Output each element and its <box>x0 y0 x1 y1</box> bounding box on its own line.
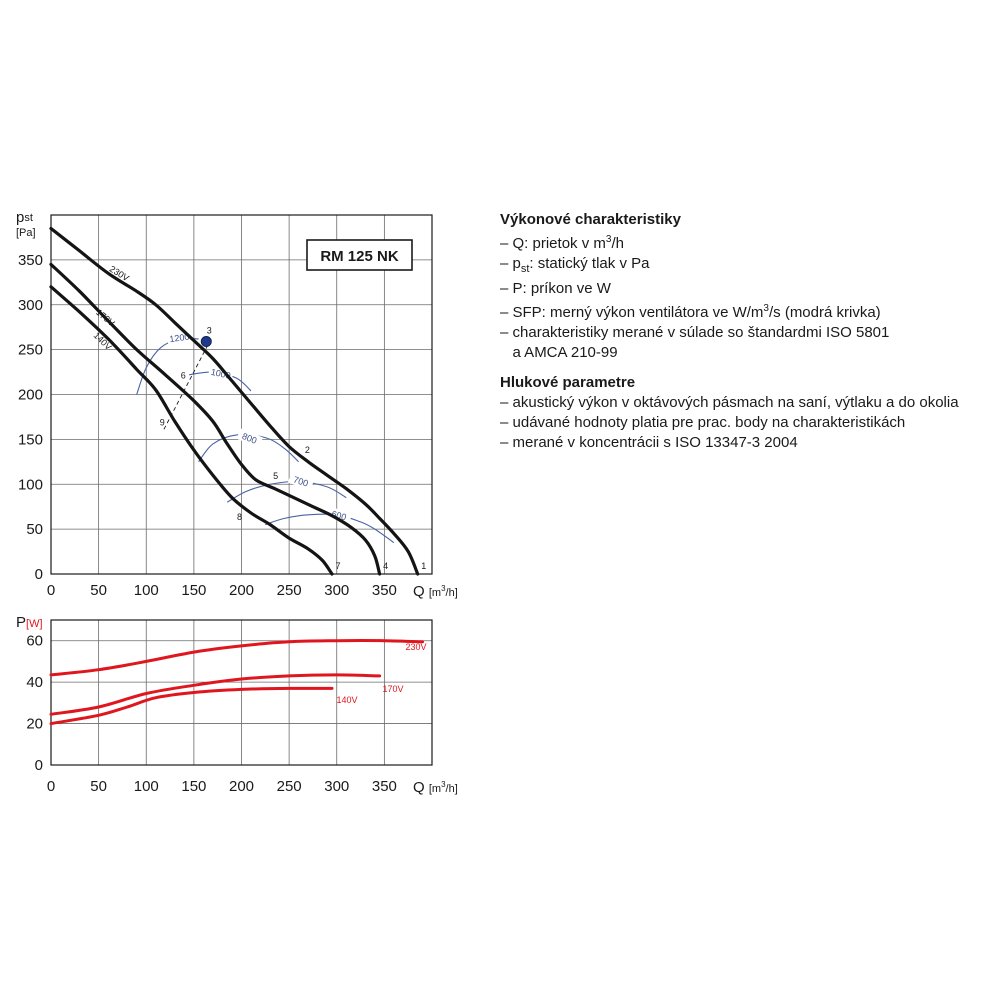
sfp-curve-700 <box>226 480 347 503</box>
power-curve-label-140V: 140V <box>336 695 357 705</box>
x-axis-label: Q [m3/h] <box>413 779 458 796</box>
power-y-axis-unit: [W] <box>26 618 43 630</box>
operating-point-label: 9 <box>160 417 165 427</box>
y-tick-label: 300 <box>18 297 43 314</box>
x-tick-label: 350 <box>372 582 397 599</box>
power-curve-140V <box>49 686 334 726</box>
chart-title-box <box>306 239 413 271</box>
pressure-curve-170V <box>49 262 382 576</box>
x-tick-label: 250 <box>277 582 302 599</box>
power-x-tick-label: 200 <box>229 778 254 795</box>
y-tick-label: 50 <box>26 521 43 538</box>
y-tick-label: 250 <box>18 342 43 359</box>
y-tick-label: 150 <box>18 431 43 448</box>
sfp-label: 1000 <box>210 367 232 381</box>
power-y-tick-label: 40 <box>26 674 43 691</box>
x-axis-unit-sup: 3 <box>441 780 446 789</box>
x-axis-unit: /h] <box>446 783 458 795</box>
noise-list: – akustický výkon v oktávových pásmach n… <box>500 393 980 453</box>
sfp-label: 700 <box>292 474 309 488</box>
curve-label-140V: 140V <box>92 330 114 352</box>
power-curve-label-170V: 170V <box>382 684 403 694</box>
chart-legend-text: Výkonové charakteristiky – Q: prietok v … <box>500 210 980 453</box>
operating-point-label: 1 <box>421 561 426 571</box>
operating-point-marker <box>200 336 212 348</box>
noise-heading: Hlukové parametre <box>500 374 636 391</box>
power-curve-170V <box>49 673 382 716</box>
x-tick-label: 150 <box>181 582 206 599</box>
power-x-tick-label: 250 <box>277 778 302 795</box>
performance-item-2: – pst: statický tlak v Pa <box>500 255 650 275</box>
operating-point-label: 5 <box>273 471 278 481</box>
operating-point-label: 7 <box>335 561 340 571</box>
performance-item-4: – SFP: merný výkon ventilátora ve W/m3/s… <box>500 303 881 321</box>
chart-title: RM 125 NK <box>320 248 399 265</box>
y-tick-label: 100 <box>18 476 43 493</box>
x-axis-unit: [m <box>429 587 441 599</box>
pressure-curve-230V <box>49 226 420 576</box>
y-axis-unit: [Pa] <box>16 227 36 239</box>
performance-item-5: – charakteristiky merané v súlade so šta… <box>500 324 890 341</box>
power-x-tick-label: 150 <box>181 778 206 795</box>
power-y-tick-label: 20 <box>26 716 43 733</box>
power-x-tick-label: 350 <box>372 778 397 795</box>
power-y-tick-label: 0 <box>35 757 43 774</box>
pressure-curve-140V <box>49 285 334 576</box>
fan-performance-charts: 0 50 100 150 200 250 300 3500501001502002503003… <box>16 209 458 796</box>
x-tick-label: 200 <box>229 582 254 599</box>
performance-item-6: a AMCA 210-99 <box>500 344 618 361</box>
power-x-tick-label: 50 <box>90 778 107 795</box>
sfp-label-bg <box>236 428 263 448</box>
power-x-tick-label: 100 <box>134 778 159 795</box>
sfp-curve-600 <box>265 513 395 544</box>
y-axis-label: pst <box>16 209 33 226</box>
performance-item-1: – Q: prietok v m3/h <box>500 234 624 252</box>
sfp-label-bg <box>287 472 315 490</box>
power-plot-frame <box>50 619 433 766</box>
operating-point-label: 8 <box>237 512 242 522</box>
power-x-tick-label: 0 <box>47 778 55 795</box>
power-curve-label-230V: 230V <box>405 642 426 652</box>
performance-heading: Výkonové charakteristiky <box>500 211 681 228</box>
y-axis-label-sub: st <box>24 212 33 224</box>
x-axis-unit-sup: 3 <box>441 584 446 593</box>
sfp-label-bg <box>326 506 353 524</box>
noise-item-1: – akustický výkon v oktávových pásmach n… <box>500 394 959 411</box>
x-axis-unit: [m <box>429 783 441 795</box>
operating-point-label: 4 <box>383 561 388 571</box>
x-tick-label: 300 <box>324 582 349 599</box>
noise-item-2: – udávané hodnoty platia pre prac. body … <box>500 414 906 431</box>
performance-item-3: – P: príkon ve W <box>500 280 611 297</box>
operating-point-label: 3 <box>207 326 212 336</box>
operating-point-label: 2 <box>305 445 310 455</box>
power-y-axis-label: P[W] <box>16 614 43 631</box>
x-tick-label: 0 <box>47 582 55 599</box>
x-tick-label: 50 <box>90 582 107 599</box>
power-y-tick-label: 60 <box>26 633 43 650</box>
x-axis-label: Q [m3/h] <box>413 583 458 600</box>
performance-list: – Q: prietok v m3/h – pst: statický tlak … <box>500 230 980 363</box>
power-curve-230V <box>49 639 424 677</box>
plot-frame <box>50 214 433 575</box>
sfp-label: 1200 <box>169 332 190 345</box>
power-x-tick-label: 300 <box>324 778 349 795</box>
noise-item-3: – merané v koncentrácii s ISO 13347-3 20… <box>500 434 798 451</box>
y-tick-label: 350 <box>18 252 43 269</box>
y-tick-label: 200 <box>18 387 43 404</box>
sfp-label: 600 <box>330 509 347 523</box>
x-tick-label: 100 <box>134 582 159 599</box>
operating-point-label: 6 <box>181 371 186 381</box>
x-axis-unit: /h] <box>446 587 458 599</box>
y-tick-label: 0 <box>35 566 43 583</box>
